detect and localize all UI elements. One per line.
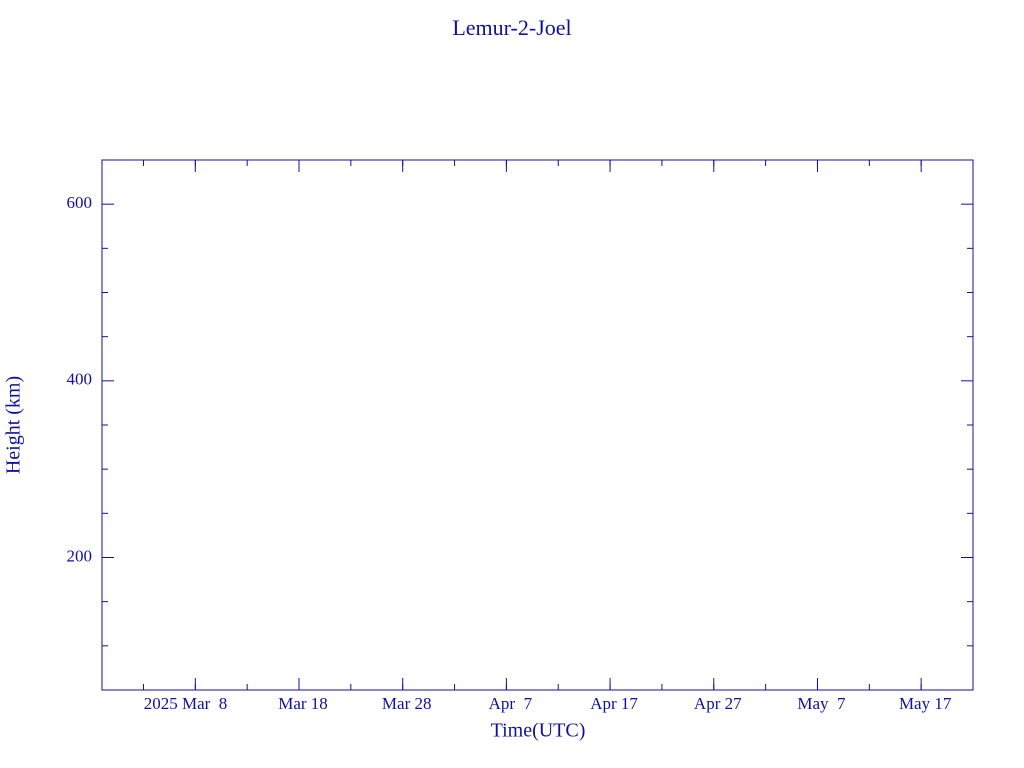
y-tick-label: 400 — [67, 370, 93, 389]
x-tick-label: Apr 17 — [590, 694, 638, 713]
x-tick-label: Mar 28 — [382, 694, 432, 713]
plot-frame — [101, 159, 974, 691]
y-tick-label: 600 — [67, 193, 93, 212]
chart-title: Lemur-2-Joel — [452, 15, 571, 40]
x-tick-label: Apr 7 — [489, 694, 533, 713]
x-tick-label: Mar 18 — [278, 694, 328, 713]
x-tick-label: May 7 — [797, 694, 846, 713]
x-axis-label: Time(UTC) — [491, 720, 586, 742]
x-tick-label: Apr 27 — [694, 694, 742, 713]
x-tick-label: May 17 — [899, 694, 952, 713]
y-tick-label: 200 — [67, 546, 93, 565]
x-tick-label: 2025 Mar 8 — [144, 694, 228, 713]
y-axis-label: Height (km) — [3, 376, 25, 474]
